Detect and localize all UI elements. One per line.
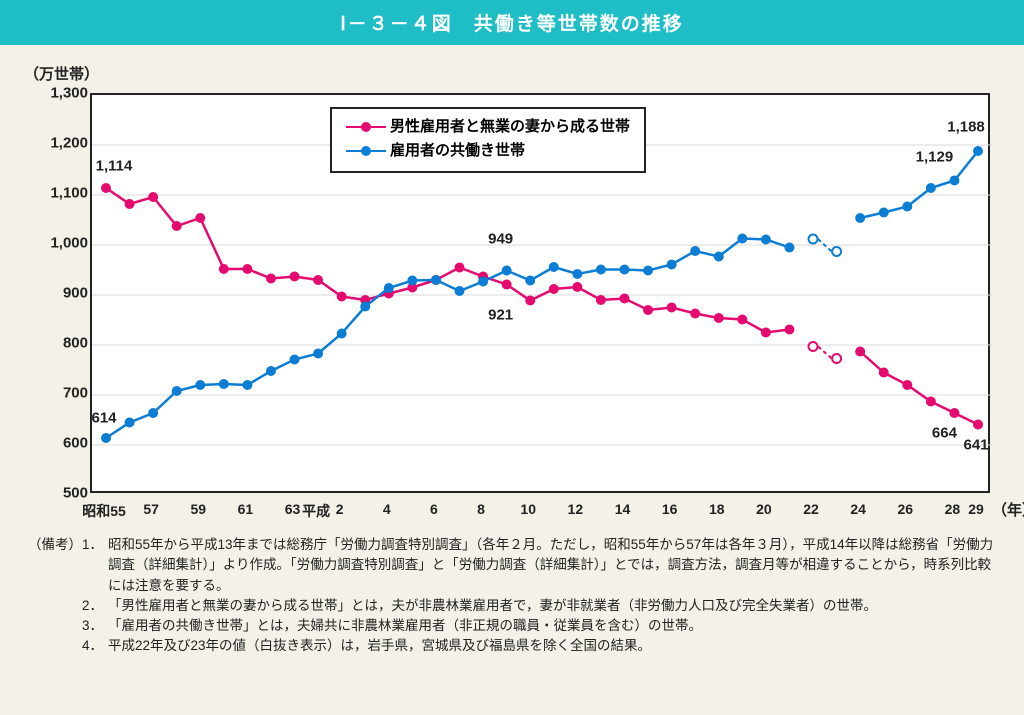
x-tick-label: 22 bbox=[803, 501, 819, 517]
x-tick-label: 14 bbox=[615, 501, 631, 517]
x-tick-label: 57 bbox=[143, 501, 159, 517]
y-tick-label: 1,200 bbox=[48, 135, 88, 152]
chart-area: （万世帯） 男性雇用者と無業の妻から成る世帯雇用者の共働き世帯 500 600 70… bbox=[0, 45, 1024, 525]
x-tick-label: 4 bbox=[383, 501, 391, 517]
y-axis-label: （万世帯） bbox=[24, 63, 99, 84]
x-tick-label: 63 bbox=[285, 501, 301, 517]
x-tick-label: 6 bbox=[430, 501, 438, 517]
x-tick-label: 18 bbox=[709, 501, 725, 517]
footnote-number: 2． bbox=[82, 596, 108, 616]
data-label: 1,188 bbox=[947, 119, 985, 136]
y-tick-label: 800 bbox=[48, 335, 88, 352]
x-tick-label: 26 bbox=[898, 501, 914, 517]
data-label: 664 bbox=[932, 425, 957, 442]
x-tick-label: 28 bbox=[945, 501, 961, 517]
notes-head: （備考） bbox=[28, 535, 82, 657]
data-label: 1,129 bbox=[916, 148, 954, 165]
footnote-number: 1． bbox=[82, 535, 108, 596]
x-axis-suffix: （年） bbox=[992, 499, 1024, 520]
footnote-number: 4． bbox=[82, 636, 108, 656]
x-tick-label: 2 bbox=[336, 501, 344, 517]
footnotes: （備考） 1．昭和55年から平成13年までは総務庁「労働力調査特別調査」（各年２… bbox=[0, 525, 1024, 657]
legend-item: 雇用者の共働き世帯 bbox=[346, 139, 630, 163]
footnote-text: 「男性雇用者と無業の妻から成る世帯」とは，夫が非農林業雇用者で，妻が非就業者（非… bbox=[108, 596, 996, 616]
data-label: 1,114 bbox=[96, 158, 133, 175]
x-tick-label: 昭和55 bbox=[82, 501, 126, 521]
data-label: 641 bbox=[963, 436, 988, 453]
x-tick-label: 8 bbox=[477, 501, 485, 517]
x-tick-label: 59 bbox=[190, 501, 206, 517]
footnote-text: 「雇用者の共働き世帯」とは，夫婦共に非農林業雇用者（非正規の職員・従業員を含む）… bbox=[108, 616, 996, 636]
legend-swatch bbox=[346, 150, 386, 152]
y-tick-label: 600 bbox=[48, 435, 88, 452]
y-tick-label: 1,300 bbox=[48, 85, 88, 102]
x-tick-label: 24 bbox=[850, 501, 866, 517]
legend-label: 雇用者の共働き世帯 bbox=[390, 139, 525, 163]
footnote-number: 3． bbox=[82, 616, 108, 636]
chart-title: Ⅰ－３－４図 共働き等世帯数の推移 bbox=[0, 0, 1024, 45]
x-tick-label: 12 bbox=[568, 501, 584, 517]
y-tick-label: 900 bbox=[48, 285, 88, 302]
footnote-text: 平成22年及び23年の値（白抜き表示）は，岩手県，宮城県及び福島県を除く全国の結… bbox=[108, 636, 996, 656]
footnote-text: 昭和55年から平成13年までは総務庁「労働力調査特別調査」（各年２月。ただし，昭… bbox=[108, 535, 996, 596]
y-tick-label: 500 bbox=[48, 485, 88, 502]
x-tick-label: 平成 bbox=[302, 501, 330, 521]
legend-label: 男性雇用者と無業の妻から成る世帯 bbox=[390, 115, 630, 139]
x-tick-label: 10 bbox=[520, 501, 536, 517]
legend-swatch bbox=[346, 126, 386, 128]
y-tick-label: 1,100 bbox=[48, 185, 88, 202]
x-tick-label: 16 bbox=[662, 501, 678, 517]
x-tick-label: 29 bbox=[968, 501, 984, 517]
x-tick-label: 20 bbox=[756, 501, 772, 517]
data-label: 949 bbox=[488, 230, 513, 247]
data-label: 614 bbox=[91, 410, 116, 427]
y-tick-label: 700 bbox=[48, 385, 88, 402]
footnote-item: 3．「雇用者の共働き世帯」とは，夫婦共に非農林業雇用者（非正規の職員・従業員を含… bbox=[82, 616, 996, 636]
legend-item: 男性雇用者と無業の妻から成る世帯 bbox=[346, 115, 630, 139]
y-tick-label: 1,000 bbox=[48, 235, 88, 252]
footnote-item: 4．平成22年及び23年の値（白抜き表示）は，岩手県，宮城県及び福島県を除く全国… bbox=[82, 636, 996, 656]
x-tick-label: 61 bbox=[238, 501, 254, 517]
footnote-item: 1．昭和55年から平成13年までは総務庁「労働力調査特別調査」（各年２月。ただし… bbox=[82, 535, 996, 596]
legend: 男性雇用者と無業の妻から成る世帯雇用者の共働き世帯 bbox=[330, 107, 646, 173]
data-label: 921 bbox=[488, 306, 513, 323]
footnote-item: 2．「男性雇用者と無業の妻から成る世帯」とは，夫が非農林業雇用者で，妻が非就業者… bbox=[82, 596, 996, 616]
